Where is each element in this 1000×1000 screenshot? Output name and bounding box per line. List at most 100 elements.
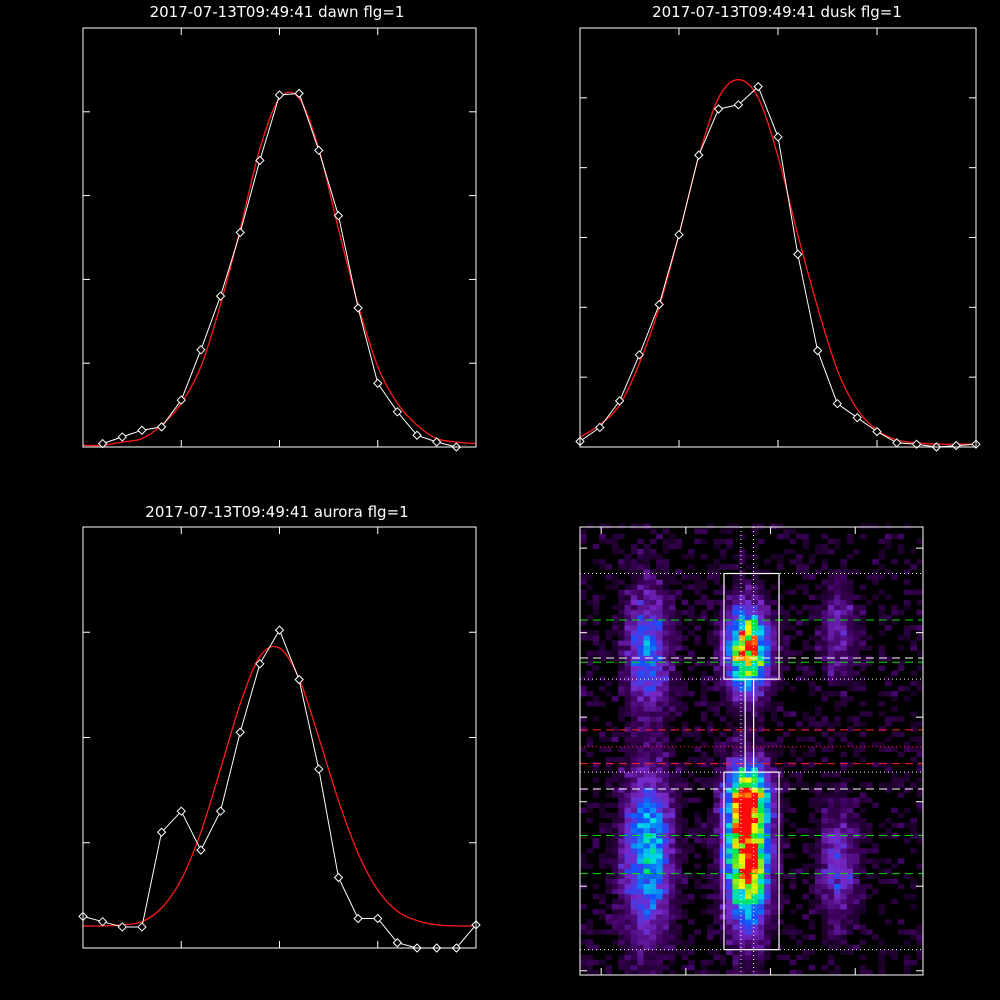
heatmap-pixel — [586, 650, 594, 656]
heatmap-pixel — [776, 746, 784, 753]
heatmap-pixel — [802, 574, 809, 580]
heatmap-pixel — [827, 589, 835, 595]
heatmap-pixel — [808, 685, 816, 692]
heatmap-pixel — [834, 919, 841, 925]
heatmap-pixel — [757, 665, 765, 671]
heatmap-pixel — [802, 762, 809, 768]
heatmap-pixel — [770, 848, 778, 854]
heatmap-pixel — [637, 949, 644, 955]
heatmap-pixel — [649, 620, 657, 626]
heatmap-pixel — [745, 665, 752, 671]
heatmap-pixel — [707, 822, 714, 829]
heatmap-pixel — [821, 919, 829, 925]
heatmap-pixel — [688, 893, 695, 900]
heatmap-pixel — [757, 594, 765, 600]
heatmap-pixel — [624, 564, 632, 570]
heatmap-pixel — [726, 934, 733, 940]
heatmap-pixel — [770, 625, 778, 631]
heatmap-pixel — [630, 914, 638, 920]
heatmap-pixel — [580, 620, 587, 626]
heatmap-pixel — [903, 777, 911, 783]
heatmap-pixel — [630, 625, 638, 631]
heatmap-pixel — [688, 604, 695, 611]
heatmap-pixel — [649, 853, 657, 859]
heatmap-pixel — [713, 787, 721, 793]
heatmap-pixel — [834, 538, 841, 545]
heatmap-pixel — [808, 848, 816, 854]
heatmap-pixel — [605, 650, 613, 656]
heatmap-pixel — [827, 670, 835, 677]
heatmap-pixel — [732, 838, 740, 844]
heatmap-pixel — [897, 665, 905, 671]
heatmap-pixel — [840, 873, 848, 879]
heatmap-pixel — [656, 685, 663, 692]
heatmap-pixel — [726, 604, 733, 611]
heatmap-pixel — [770, 807, 778, 813]
heatmap-pixel — [859, 838, 867, 844]
heatmap-pixel — [630, 772, 638, 778]
heatmap-pixel — [783, 954, 790, 961]
heatmap-pixel — [751, 726, 759, 732]
image-panel — [579, 523, 924, 976]
heatmap-pixel — [726, 929, 733, 935]
heatmap-pixel — [789, 762, 797, 768]
heatmap-pixel — [827, 594, 835, 600]
heatmap-pixel — [713, 543, 721, 550]
heatmap-pixel — [751, 827, 759, 834]
heatmap-pixel — [649, 751, 657, 758]
heatmap-pixel — [821, 929, 829, 935]
heatmap-pixel — [751, 848, 759, 854]
heatmap-pixel — [605, 802, 613, 808]
heatmap-pixel — [757, 843, 765, 849]
heatmap-pixel — [656, 696, 663, 702]
heatmap-pixel — [675, 701, 682, 707]
heatmap-pixel — [707, 685, 714, 692]
heatmap-pixel — [637, 807, 644, 813]
heatmap-pixel — [865, 893, 873, 900]
heatmap-pixel — [611, 772, 619, 778]
heatmap-pixel — [656, 868, 663, 874]
heatmap-pixel — [649, 640, 657, 646]
heatmap-pixel — [865, 822, 873, 829]
heatmap-pixel — [840, 817, 848, 824]
heatmap-pixel — [827, 934, 835, 940]
heatmap-pixel — [859, 685, 867, 692]
heatmap-pixel — [637, 934, 644, 940]
heatmap-pixel — [764, 599, 771, 606]
heatmap-pixel — [719, 843, 727, 849]
heatmap-pixel — [649, 914, 657, 920]
heatmap-pixel — [637, 822, 644, 829]
heatmap-pixel — [745, 858, 752, 864]
heatmap-pixel — [662, 594, 670, 600]
heatmap-pixel — [789, 822, 797, 829]
heatmap-pixel — [827, 625, 835, 631]
heatmap-pixel — [757, 959, 765, 966]
heatmap-pixel — [764, 969, 771, 976]
heatmap-pixel — [611, 802, 619, 808]
heatmap-pixel — [783, 614, 790, 621]
heatmap-pixel — [624, 878, 632, 884]
dawn-data-point — [373, 378, 383, 389]
heatmap-pixel — [656, 772, 663, 778]
heatmap-pixel — [865, 929, 873, 935]
heatmap-pixel — [821, 746, 829, 753]
heatmap-pixel — [751, 909, 759, 915]
heatmap-pixel — [586, 802, 594, 808]
heatmap-pixel — [872, 843, 879, 849]
heatmap-pixel — [605, 812, 613, 819]
heatmap-pixel — [745, 751, 752, 758]
heatmap-pixel — [688, 848, 695, 854]
heatmap-pixel — [656, 564, 663, 570]
heatmap-pixel — [656, 807, 663, 813]
heatmap-pixel — [846, 650, 854, 656]
heatmap-pixel — [624, 782, 632, 788]
heatmap-pixel — [846, 614, 854, 621]
heatmap-pixel — [834, 934, 841, 940]
heatmap-pixel — [726, 711, 733, 717]
heatmap-pixel — [605, 964, 613, 971]
heatmap-pixel — [726, 827, 733, 834]
heatmap-pixel — [776, 564, 784, 570]
heatmap-pixel — [643, 584, 651, 590]
heatmap-pixel — [643, 929, 651, 935]
heatmap-pixel — [668, 685, 676, 692]
